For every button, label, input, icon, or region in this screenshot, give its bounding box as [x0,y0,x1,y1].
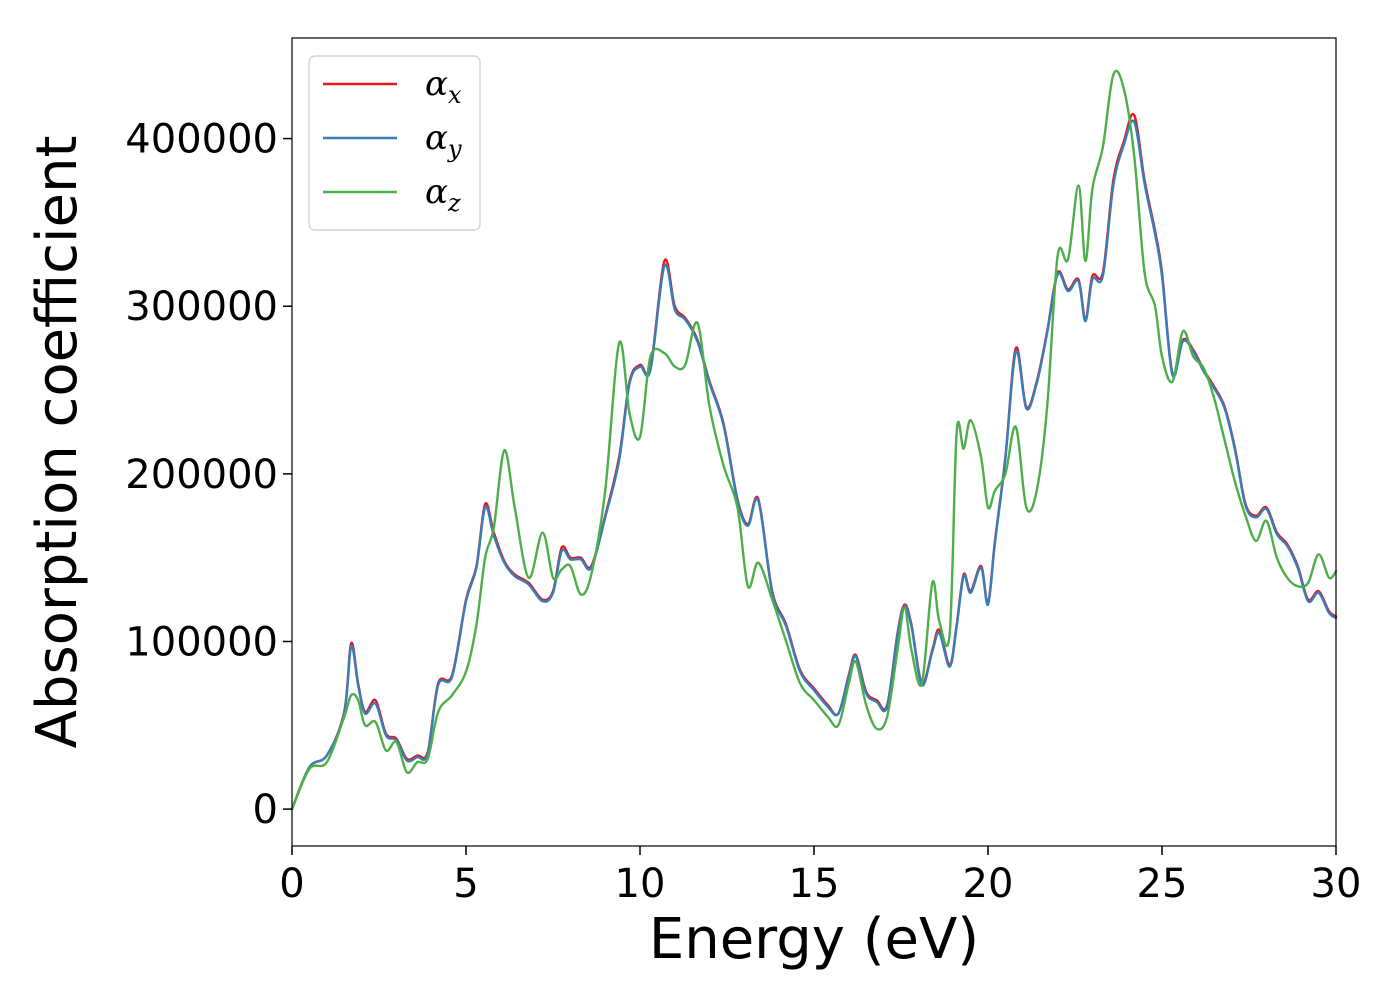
series-layer [290,69,1338,811]
x-axis-ticks: 0 5 10 15 20 25 30 [279,846,1361,907]
x-axis-title: Energy (eV) [649,907,979,972]
y-axis-ticks: 0 100000 200000 300000 400000 [125,117,292,833]
legend-label-alpha-x: αx [425,64,462,109]
y-tick-label: 300000 [125,284,278,330]
y-tick-label: 400000 [125,117,278,163]
legend-symbol: α [425,64,448,104]
legend: αx αy αz [308,55,481,231]
x-tick-label: 25 [1137,861,1188,907]
y-tick-label: 100000 [125,619,278,665]
y-tick-label: 200000 [125,452,278,498]
legend-box [308,55,481,231]
legend-label-alpha-z: αz [425,172,461,217]
x-tick-label: 5 [453,861,478,907]
y-axis-title: Absorption coefficient [25,136,90,749]
legend-label-alpha-y: αy [425,118,462,163]
x-tick-label: 15 [789,861,840,907]
x-tick-label: 20 [963,861,1014,907]
x-tick-label: 30 [1311,861,1362,907]
legend-subscript: y [447,135,462,163]
legend-symbol: α [425,118,448,158]
x-tick-label: 10 [615,861,666,907]
series-line-alpha-z [290,69,1338,811]
series-line-alpha-y [290,119,1338,811]
legend-symbol: α [425,172,448,212]
legend-subscript: z [447,189,461,217]
y-tick-label: 0 [253,787,278,833]
legend-subscript: x [448,81,462,109]
x-tick-label: 0 [279,861,304,907]
